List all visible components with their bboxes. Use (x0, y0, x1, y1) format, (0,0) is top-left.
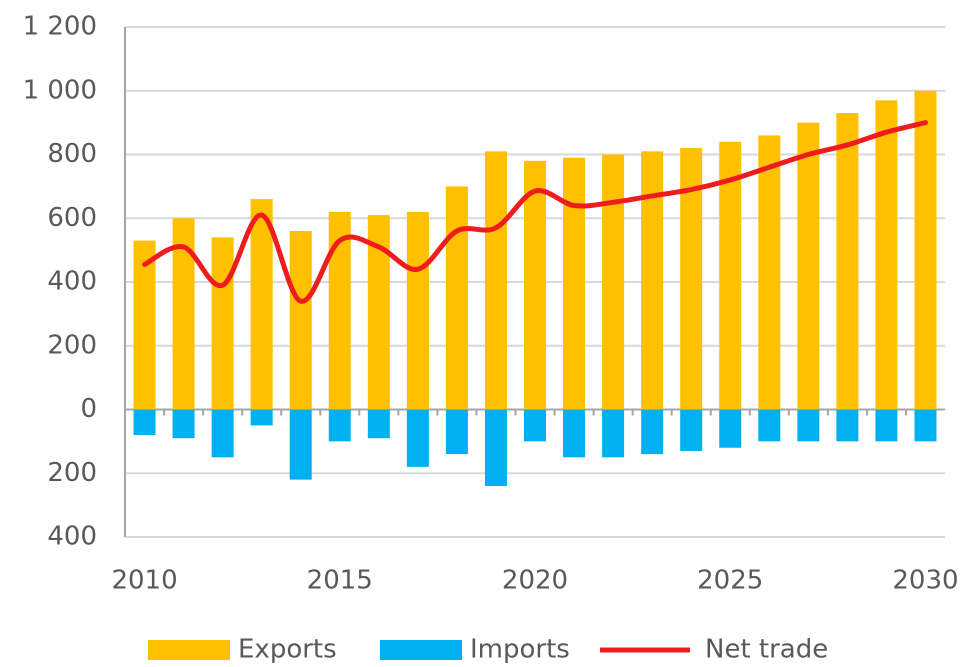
bar (328, 409, 351, 442)
bar (484, 151, 507, 410)
legend-label: Exports (238, 635, 337, 665)
legend-swatch (380, 640, 462, 660)
bar (641, 151, 664, 410)
y-tick-label: 800 (47, 139, 97, 169)
legend-swatch (148, 640, 230, 660)
legend-label: Net trade (705, 635, 828, 665)
bar (524, 409, 546, 442)
bar (367, 215, 390, 410)
bar (406, 409, 429, 467)
bar (641, 409, 664, 455)
y-tick-label: 1 000 (23, 75, 97, 105)
bar (719, 409, 742, 448)
x-tick-label: 2025 (697, 566, 763, 596)
bar (289, 409, 312, 480)
bar (524, 160, 546, 410)
y-tick-label: 600 (47, 203, 97, 233)
y-tick-label: 0 (80, 394, 97, 424)
bar (445, 186, 468, 410)
bar (758, 409, 781, 442)
bar (719, 141, 742, 410)
bar (836, 113, 859, 410)
bar (328, 211, 351, 410)
bar (172, 409, 195, 439)
x-tick-label: 2030 (892, 566, 958, 596)
y-tick-label: 400 (47, 267, 97, 297)
bar (211, 409, 234, 458)
bar (563, 157, 586, 410)
bar (680, 148, 703, 410)
bar (250, 199, 273, 410)
bar (875, 100, 898, 410)
bar (836, 409, 859, 442)
y-tick-label: 200 (47, 458, 97, 488)
y-tick-label: 1 200 (23, 12, 97, 42)
x-tick-label: 2020 (502, 566, 568, 596)
bar (758, 135, 781, 410)
bar (602, 409, 625, 458)
bar (602, 154, 625, 410)
bar (914, 409, 937, 442)
bar (875, 409, 898, 442)
x-tick-label: 2010 (111, 566, 177, 596)
bar (367, 409, 390, 439)
x-tick-label: 2015 (307, 566, 373, 596)
y-tick-label: 200 (47, 330, 97, 360)
bar (406, 211, 429, 410)
bar (680, 409, 703, 451)
legend-label: Imports (470, 635, 570, 665)
bar (211, 237, 234, 410)
bar (172, 218, 195, 410)
bar (133, 409, 156, 435)
line (142, 120, 928, 304)
bar (797, 122, 820, 410)
y-tick-label: 400 (47, 522, 97, 552)
bar (484, 409, 507, 486)
bar (289, 231, 312, 410)
bar (797, 409, 820, 442)
bar (133, 240, 156, 410)
bar (563, 409, 586, 458)
bar (445, 409, 468, 455)
bar (914, 90, 937, 410)
bar (250, 409, 273, 426)
